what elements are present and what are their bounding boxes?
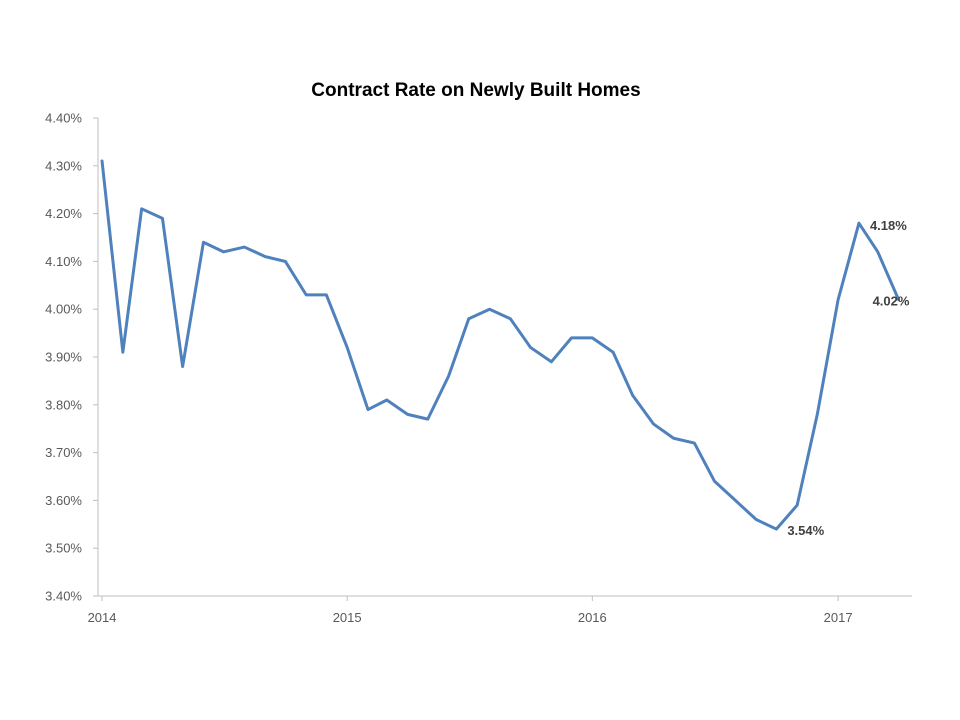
series-layer: [100, 159, 901, 531]
y-tick-label: 4.10%: [45, 254, 82, 269]
x-tick-label: 2015: [333, 610, 362, 625]
y-tick-label: 3.60%: [45, 493, 82, 508]
x-tick-label: 2014: [88, 610, 117, 625]
y-tick-label: 3.80%: [45, 397, 82, 412]
y-tick-label: 3.40%: [45, 589, 82, 604]
y-tick-label: 3.70%: [45, 445, 82, 460]
y-tick-label: 4.30%: [45, 158, 82, 173]
x-tick-label: 2016: [578, 610, 607, 625]
y-tick-label: 4.00%: [45, 302, 82, 317]
axes: 3.40% 3.50% 3.60% 3.70% 3.80% 3.90% 4.00% 4.10%…: [45, 111, 912, 625]
data-labels: 3.54% 4.18% 4.02%: [787, 218, 910, 538]
data-label: 4.18%: [870, 218, 907, 233]
y-tick-label: 4.40%: [45, 111, 82, 126]
y-tick-label: 3.50%: [45, 541, 82, 556]
y-tick-label: 4.20%: [45, 206, 82, 221]
data-label: 4.02%: [873, 294, 910, 309]
chart-title: Contract Rate on Newly Built Homes: [311, 80, 640, 101]
x-tick-label: 2017: [824, 610, 853, 625]
data-label: 3.54%: [787, 523, 824, 538]
y-tick-label: 3.90%: [45, 350, 82, 365]
series-line: [100, 159, 901, 531]
